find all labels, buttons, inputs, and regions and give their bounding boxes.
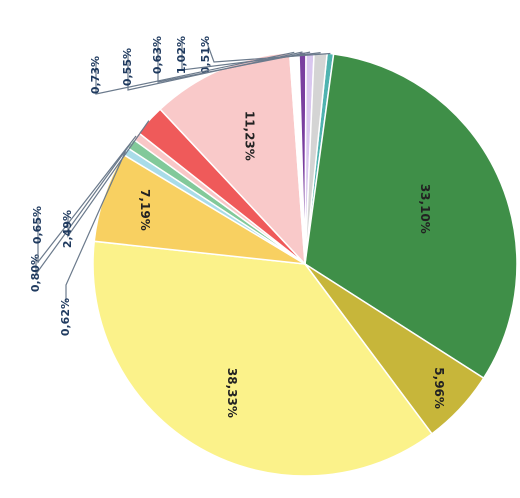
slice-value-label: 0,80% [29, 254, 42, 292]
leader-line [67, 120, 150, 238]
slice-value-label: 0,51% [199, 36, 212, 74]
pie-slices [92, 51, 518, 477]
leader-line [157, 40, 311, 83]
leader-line [65, 150, 127, 302]
slice-value-label: 0,65% [31, 206, 44, 244]
slice-value-label: 2,49% [61, 210, 74, 248]
slice-value-label: 7,19% [138, 189, 152, 231]
leader-line [181, 40, 321, 71]
slice-value-label: 0,62% [59, 298, 72, 336]
leader-line [95, 51, 295, 95]
slice-value-label: 0,63% [151, 36, 164, 74]
leader-line [37, 135, 137, 264]
pie-labels: 0,51% 33,10% 5,96% 38,33% 7,19% 0,62% 0,80% 0,6… [29, 36, 446, 418]
slice-value-label: 0,73% [89, 56, 102, 94]
leader-line [35, 143, 131, 276]
slice-value-label: 1,02% [175, 36, 188, 74]
slice-value-label: 0,55% [121, 48, 134, 86]
pie-slice [92, 240, 433, 477]
slice-value-label: 11,23% [242, 111, 256, 161]
slice-value-label: 33,10% [418, 184, 432, 234]
slice-value-label: 5,96% [432, 367, 446, 409]
slice-value-label: 38,33% [225, 368, 239, 418]
